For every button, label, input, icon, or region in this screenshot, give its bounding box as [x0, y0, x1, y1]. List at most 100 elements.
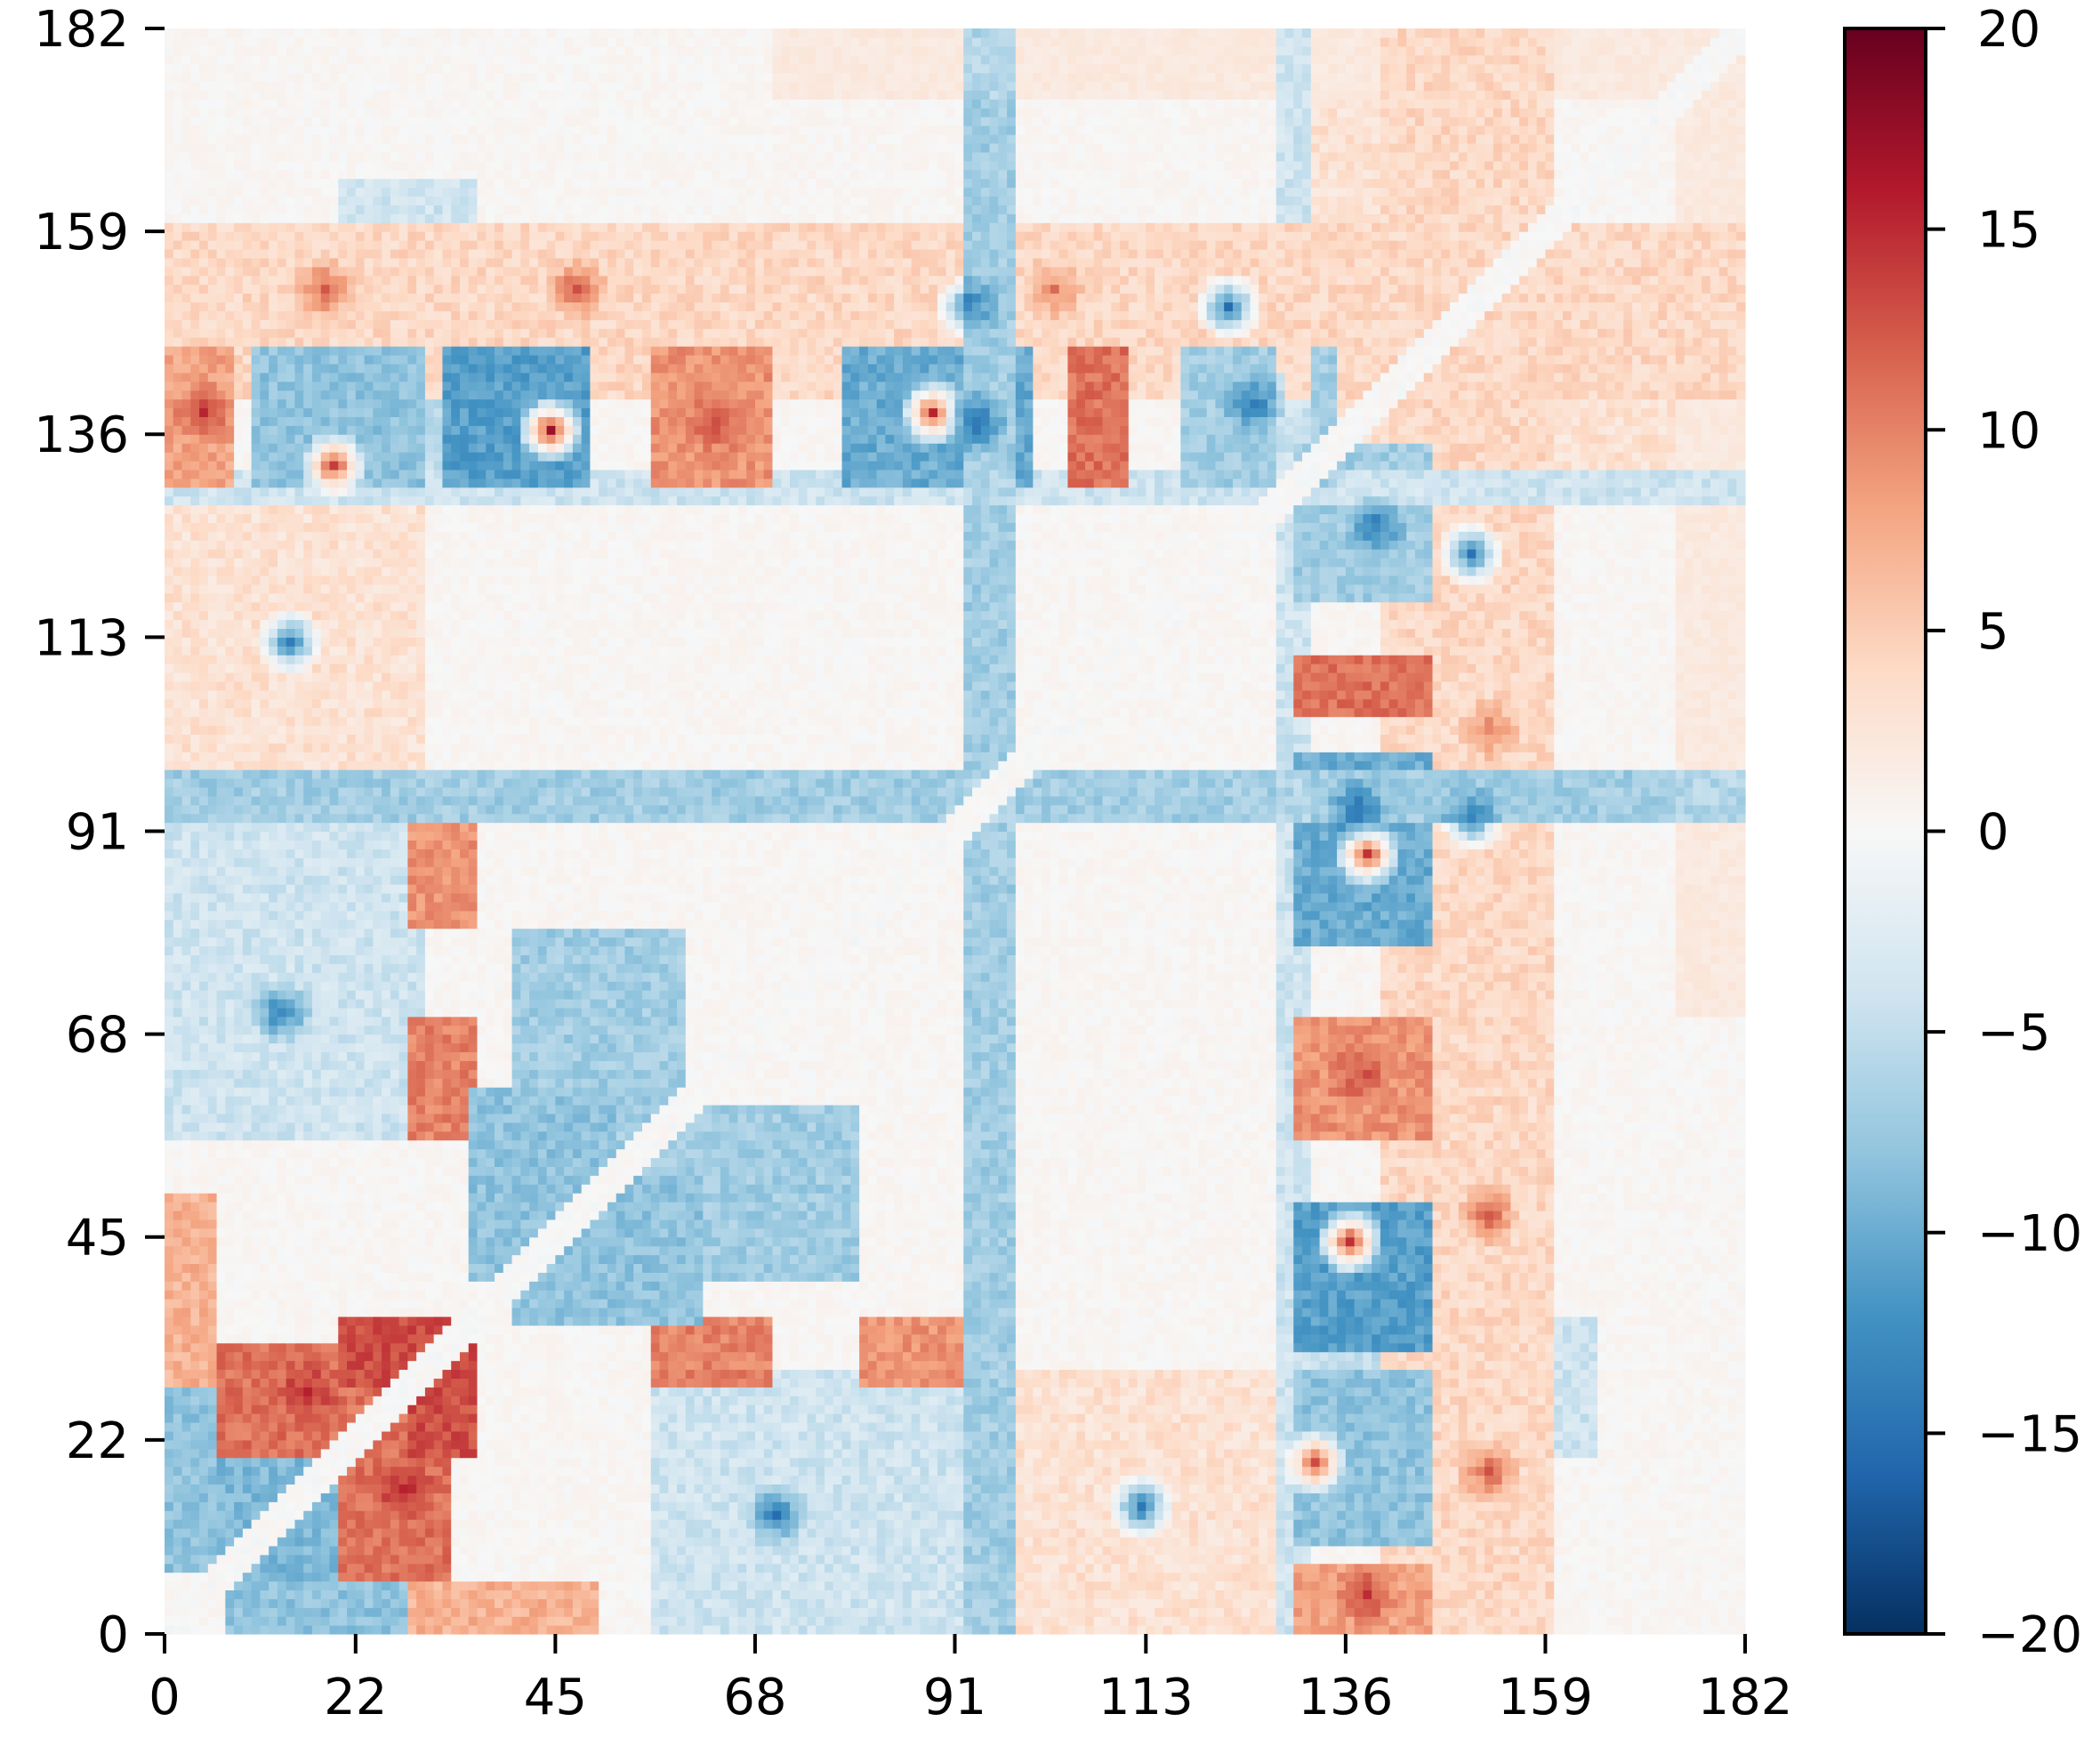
heatmap-cell — [1606, 1564, 1615, 1573]
heatmap-cell — [1372, 1607, 1380, 1617]
heatmap-cell — [1597, 1564, 1606, 1573]
heatmap-cell — [1059, 1581, 1068, 1590]
heatmap-cell — [1155, 1581, 1163, 1590]
heatmap-cell — [399, 1607, 408, 1617]
heatmap-cell — [1198, 1589, 1207, 1599]
heatmap-cell — [920, 1607, 929, 1617]
heatmap-cell — [1667, 1564, 1676, 1573]
heatmap-cell — [1589, 1625, 1597, 1635]
heatmap-cell — [1406, 1564, 1415, 1573]
heatmap-cell — [416, 1598, 425, 1608]
heatmap-cell — [382, 1625, 390, 1635]
heatmap-cell — [217, 1589, 226, 1599]
heatmap-cell — [1450, 1564, 1459, 1573]
heatmap-cell — [885, 1564, 894, 1573]
heatmap-cell — [1302, 1573, 1311, 1582]
heatmap-cell — [529, 1564, 538, 1573]
heatmap-cell — [1138, 1598, 1147, 1608]
heatmap-cell — [1528, 1573, 1537, 1582]
heatmap-cell — [1380, 1625, 1389, 1635]
heatmap-cell — [312, 1598, 321, 1608]
heatmap-cell — [234, 1564, 243, 1573]
heatmap-cell — [1215, 1589, 1224, 1599]
heatmap-cell — [1120, 1581, 1129, 1590]
heatmap-cell — [1076, 1625, 1085, 1635]
heatmap-cell — [1198, 1581, 1207, 1590]
heatmap-cell — [607, 1598, 616, 1608]
heatmap-cell — [633, 1573, 642, 1582]
heatmap-cell — [903, 1625, 912, 1635]
heatmap-cell — [495, 1607, 503, 1617]
heatmap-cell — [1172, 1573, 1181, 1582]
heatmap-cell — [425, 1598, 434, 1608]
heatmap-cell — [703, 1564, 712, 1573]
heatmap-cell — [365, 1589, 374, 1599]
heatmap-cell — [668, 1581, 677, 1590]
heatmap-cell — [1328, 1573, 1337, 1582]
heatmap-cell — [1528, 1564, 1537, 1573]
heatmap-cell — [799, 1625, 808, 1635]
heatmap-cell — [1111, 1573, 1120, 1582]
heatmap-cell — [278, 1589, 286, 1599]
heatmap-cell — [729, 1625, 738, 1635]
heatmap-cell — [764, 1564, 773, 1573]
heatmap-cell — [1267, 1598, 1276, 1608]
heatmap-cell — [217, 1625, 226, 1635]
heatmap-cell — [512, 1598, 521, 1608]
heatmap-cell — [955, 1607, 964, 1617]
heatmap-cell — [547, 1598, 556, 1608]
heatmap-cell — [1606, 1598, 1615, 1608]
heatmap-cell — [1424, 1625, 1433, 1635]
heatmap-cell — [1250, 1581, 1259, 1590]
heatmap-cell — [182, 1589, 191, 1599]
heatmap-cell — [1597, 1589, 1606, 1599]
heatmap-cell — [686, 1616, 695, 1626]
heatmap-cell — [1267, 1616, 1276, 1626]
heatmap-cell — [1476, 1607, 1484, 1617]
heatmap-cell — [1493, 1589, 1502, 1599]
heatmap-cell — [1685, 1589, 1694, 1599]
heatmap-cell — [946, 1616, 955, 1626]
heatmap-cell — [990, 1564, 999, 1573]
heatmap-cell — [243, 1573, 252, 1582]
heatmap-cell — [1676, 1581, 1685, 1590]
heatmap-cell — [1320, 1589, 1329, 1599]
heatmap-cell — [850, 1564, 859, 1573]
heatmap-cell — [1406, 1589, 1415, 1599]
heatmap-cell — [486, 1581, 495, 1590]
heatmap-cell — [165, 1598, 173, 1608]
heatmap-cell — [737, 1573, 746, 1582]
heatmap-cell — [1519, 1573, 1528, 1582]
heatmap-cell — [260, 1564, 269, 1573]
heatmap-cell — [286, 1598, 295, 1608]
heatmap-cell — [1650, 1607, 1659, 1617]
heatmap-cell — [190, 1607, 199, 1617]
heatmap-cell — [633, 1598, 642, 1608]
heatmap-cell — [642, 1607, 651, 1617]
heatmap-cell — [1415, 1616, 1424, 1626]
heatmap-cell — [1198, 1616, 1207, 1626]
heatmap-cell — [1016, 1581, 1025, 1590]
heatmap-cell — [1658, 1564, 1667, 1573]
heatmap-cell — [434, 1607, 443, 1617]
heatmap-cell — [382, 1573, 390, 1582]
heatmap-cell — [1736, 1564, 1745, 1573]
heatmap-cell — [1067, 1616, 1076, 1626]
heatmap-cell — [1285, 1616, 1294, 1626]
heatmap-cell — [234, 1607, 243, 1617]
heatmap-cell — [1650, 1581, 1659, 1590]
heatmap-cell — [1285, 1581, 1294, 1590]
heatmap-cell — [868, 1598, 877, 1608]
heatmap-cell — [1311, 1564, 1320, 1573]
heatmap-cell — [1415, 1581, 1424, 1590]
heatmap-cell — [1623, 1581, 1632, 1590]
heatmap-cell — [460, 1616, 469, 1626]
heatmap-cell — [624, 1581, 633, 1590]
heatmap-cell — [755, 1564, 764, 1573]
heatmap-cell — [660, 1598, 669, 1608]
heatmap-cell — [885, 1598, 894, 1608]
heatmap-cell — [1632, 1616, 1641, 1626]
heatmap-cell — [165, 1564, 173, 1573]
heatmap-cell — [799, 1564, 808, 1573]
heatmap-cell — [529, 1598, 538, 1608]
